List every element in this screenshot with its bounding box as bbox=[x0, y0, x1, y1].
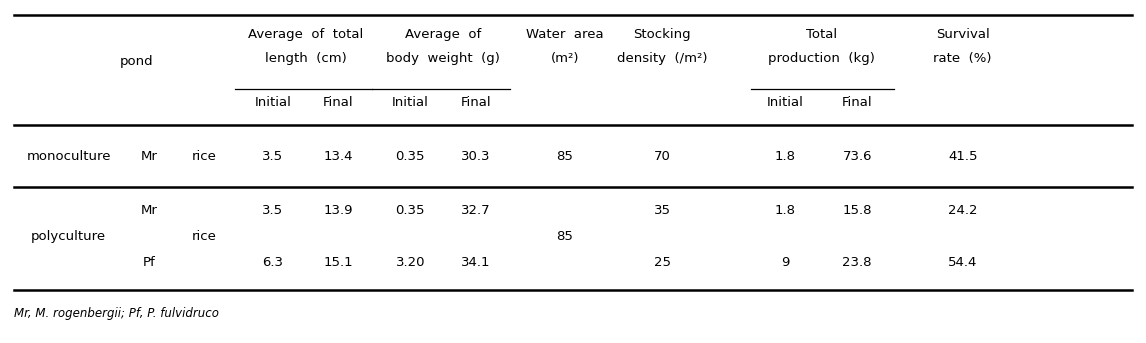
Text: 6.3: 6.3 bbox=[262, 256, 283, 269]
Text: rate  (%): rate (%) bbox=[933, 52, 992, 65]
Text: Initial: Initial bbox=[254, 96, 291, 109]
Text: Pf: Pf bbox=[142, 256, 156, 269]
Text: 85: 85 bbox=[557, 150, 573, 163]
Text: Mr: Mr bbox=[141, 150, 157, 163]
Text: 15.1: 15.1 bbox=[323, 256, 353, 269]
Text: 3.5: 3.5 bbox=[262, 204, 283, 217]
Text: 23.8: 23.8 bbox=[842, 256, 872, 269]
Text: 35: 35 bbox=[654, 204, 670, 217]
Text: Final: Final bbox=[323, 96, 353, 109]
Text: monoculture: monoculture bbox=[26, 150, 111, 163]
Text: Final: Final bbox=[461, 96, 490, 109]
Text: 25: 25 bbox=[654, 256, 670, 269]
Text: production  (kg): production (kg) bbox=[768, 52, 874, 65]
Text: Survival: Survival bbox=[936, 28, 989, 41]
Text: Average  of  total: Average of total bbox=[248, 28, 363, 41]
Text: 1.8: 1.8 bbox=[775, 204, 795, 217]
Text: 13.9: 13.9 bbox=[323, 204, 353, 217]
Text: 30.3: 30.3 bbox=[461, 150, 490, 163]
Text: pond: pond bbox=[119, 55, 154, 68]
Text: 70: 70 bbox=[654, 150, 670, 163]
Text: 34.1: 34.1 bbox=[461, 256, 490, 269]
Text: 3.5: 3.5 bbox=[262, 150, 283, 163]
Text: Initial: Initial bbox=[392, 96, 429, 109]
Text: Total: Total bbox=[806, 28, 837, 41]
Text: 32.7: 32.7 bbox=[461, 204, 490, 217]
Text: 15.8: 15.8 bbox=[842, 204, 872, 217]
Text: 41.5: 41.5 bbox=[948, 150, 978, 163]
Text: length  (cm): length (cm) bbox=[265, 52, 346, 65]
Text: 85: 85 bbox=[557, 230, 573, 243]
Text: density  (/m²): density (/m²) bbox=[618, 52, 707, 65]
Text: 0.35: 0.35 bbox=[395, 204, 425, 217]
Text: 73.6: 73.6 bbox=[842, 150, 872, 163]
Text: Initial: Initial bbox=[767, 96, 803, 109]
Text: rice: rice bbox=[191, 150, 217, 163]
Text: 1.8: 1.8 bbox=[775, 150, 795, 163]
Text: 9: 9 bbox=[780, 256, 790, 269]
Text: Stocking: Stocking bbox=[634, 28, 691, 41]
Text: Water  area: Water area bbox=[526, 28, 604, 41]
Text: 24.2: 24.2 bbox=[948, 204, 978, 217]
Text: polyculture: polyculture bbox=[31, 230, 107, 243]
Text: 13.4: 13.4 bbox=[323, 150, 353, 163]
Text: Average  of: Average of bbox=[405, 28, 481, 41]
Text: 3.20: 3.20 bbox=[395, 256, 425, 269]
Text: 54.4: 54.4 bbox=[948, 256, 978, 269]
Text: body  weight  (g): body weight (g) bbox=[386, 52, 500, 65]
Text: 0.35: 0.35 bbox=[395, 150, 425, 163]
Text: Final: Final bbox=[842, 96, 872, 109]
Text: Mr, M. rogenbergii; Pf, P. fulvidruco: Mr, M. rogenbergii; Pf, P. fulvidruco bbox=[14, 307, 219, 320]
Text: (m²): (m²) bbox=[551, 52, 579, 65]
Text: Mr: Mr bbox=[141, 204, 157, 217]
Text: rice: rice bbox=[191, 230, 217, 243]
